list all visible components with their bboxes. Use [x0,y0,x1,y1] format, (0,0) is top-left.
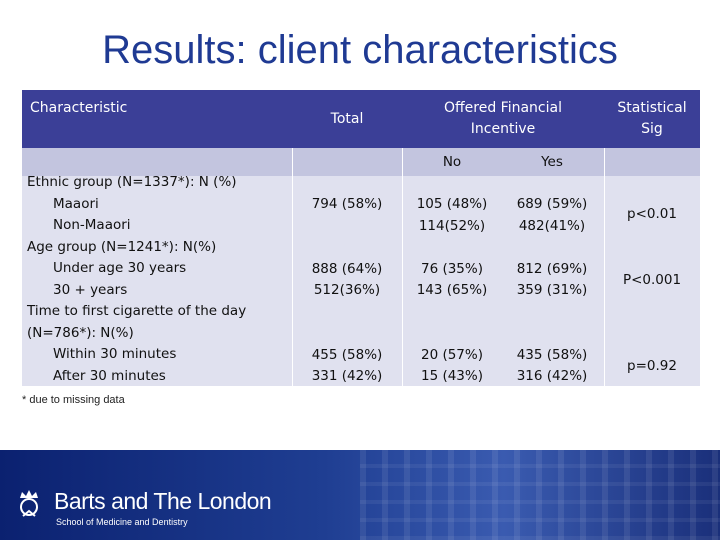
cig-label1: Time to first cigarette of the day [27,303,247,319]
age-total2: 512(36%) [313,282,381,298]
column-divider [292,148,293,386]
ethnic-sub1: Maaori [53,195,99,212]
header-stat-line2: Sig [641,121,663,137]
cig-total2: 331 (42%) [311,368,383,384]
results-table: Characteristic Total Offered Financial I… [22,90,700,386]
page-title: Results: client characteristics [102,28,618,72]
footer-brand: Barts and The London [54,488,272,514]
ethnic-label: Ethnic group (N=1337*): N (%) [27,174,237,190]
cig-yes2: 316 (42%) [516,368,588,384]
cig-no2: 15 (43%) [420,368,483,384]
ethnic-yes2: 482(41%) [518,218,586,234]
header-offered-line1: Offered Financial [444,100,562,116]
cig-sub1: Within 30 minutes [53,346,177,362]
ethnic-no1: 105 (48%) [416,196,488,212]
ethnic-yes1: 689 (59%) [516,196,588,212]
column-divider [604,148,605,386]
header-total: Total [330,111,364,127]
ethnic-total1: 794 (58%) [311,196,383,212]
characteristic-column: Ethnic group (N=1337*): N (%) Maaori Non… [27,172,289,387]
age-no1: 76 (35%) [420,261,483,277]
cig-total1: 455 (58%) [311,347,383,363]
age-yes1: 812 (69%) [516,261,588,277]
header-offered-line2: Incentive [470,121,536,137]
cig-no1: 20 (57%) [420,347,483,363]
table-body [22,176,700,386]
cig-sig: p=0.92 [627,358,677,374]
ethnic-no2: 114(52%) [418,218,486,234]
age-sub1: Under age 30 years [53,260,187,276]
header-characteristic: Characteristic [30,100,128,116]
header-stat-line1: Statistical [617,100,687,116]
crown-crest-icon [20,490,38,517]
age-sig: P<0.001 [622,272,682,288]
age-sub2: 30 + years [53,281,128,298]
header-yes: Yes [541,154,563,170]
cig-yes1: 435 (58%) [516,347,588,363]
footer-school: School of Medicine and Dentistry [56,517,188,527]
cig-sub2: After 30 minutes [53,367,166,384]
footer-banner: Barts and The London School of Medicine … [0,450,720,540]
table-header [22,90,700,148]
cig-label2: (N=786*): N(%) [27,324,134,341]
age-no2: 143 (65%) [416,282,488,298]
ethnic-sub2: Non-Maaori [53,217,131,233]
age-label: Age group (N=1241*): N(%) [27,238,217,255]
age-total1: 888 (64%) [311,261,383,277]
table-subheader [22,148,700,176]
column-divider [402,148,403,386]
age-yes2: 359 (31%) [516,282,588,298]
ethnic-sig: p<0.01 [627,206,677,222]
footer-pattern [360,450,720,540]
footnote: * due to missing data [22,394,125,406]
header-no: No [442,154,462,170]
